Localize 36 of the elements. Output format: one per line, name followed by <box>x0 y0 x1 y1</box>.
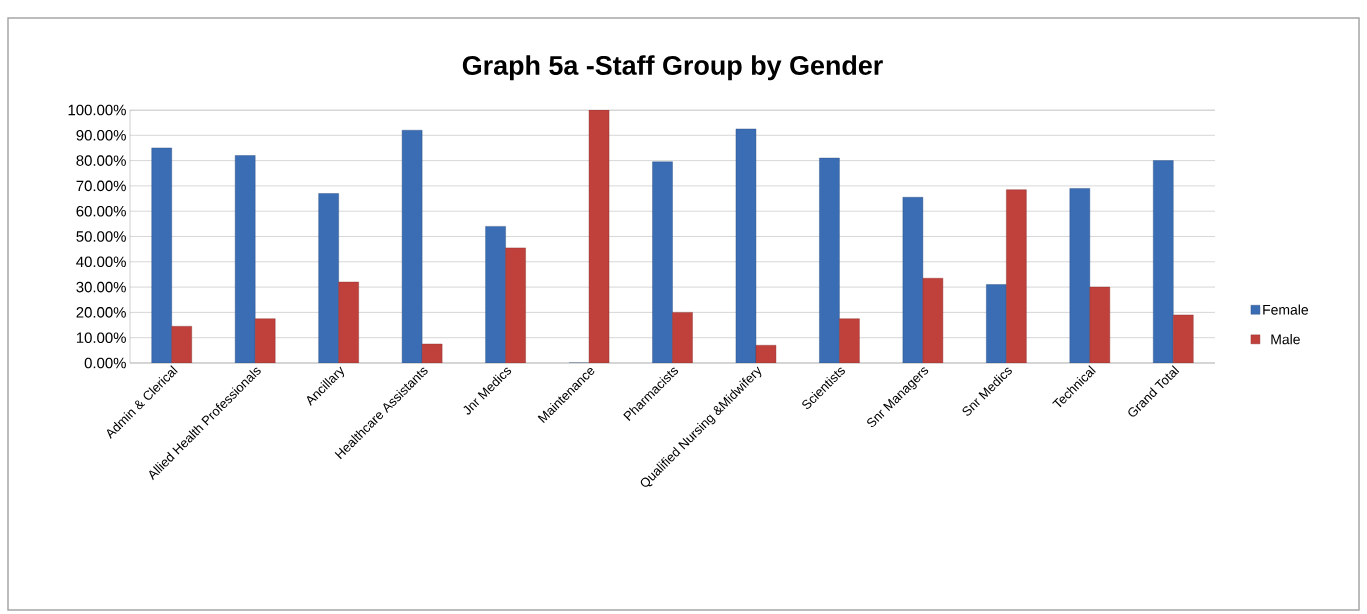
y-tick-label: 20.00% <box>76 307 126 318</box>
bar <box>1006 189 1027 363</box>
legend-label: Male <box>1271 334 1300 345</box>
bar <box>755 345 777 363</box>
bar <box>922 278 944 363</box>
bar <box>986 284 1007 363</box>
chart-title: Graph 5a -Staff Group by Gender <box>462 55 883 81</box>
bar <box>652 161 673 363</box>
bar <box>171 326 192 363</box>
bar <box>1173 314 1194 363</box>
y-tick-label: 50.00% <box>76 231 126 242</box>
bar <box>672 312 693 363</box>
y-tick-label: 70.00% <box>76 180 126 192</box>
bar <box>588 110 610 363</box>
bar <box>485 226 506 363</box>
bar <box>318 193 339 363</box>
y-tick-label: 30.00% <box>76 281 126 293</box>
y-tick-label: 40.00% <box>76 256 126 268</box>
bar <box>505 247 526 363</box>
y-tick-label: 10.00% <box>76 332 126 343</box>
bar <box>421 343 443 363</box>
bar <box>1069 188 1091 363</box>
y-tick-label: 90.00% <box>76 130 126 141</box>
bar <box>234 155 256 363</box>
bar <box>254 318 276 363</box>
bar <box>151 147 172 363</box>
legend-label: Female <box>1263 304 1309 315</box>
y-tick-label: 80.00% <box>76 155 126 166</box>
y-tick-label: 100.00% <box>68 104 126 116</box>
bar <box>1089 286 1111 363</box>
bar <box>839 318 860 363</box>
y-tick-label: 0.00% <box>84 357 126 369</box>
bar <box>1153 160 1174 363</box>
bar <box>819 157 840 363</box>
bar <box>338 281 359 363</box>
y-tick-label: 60.00% <box>76 205 126 217</box>
